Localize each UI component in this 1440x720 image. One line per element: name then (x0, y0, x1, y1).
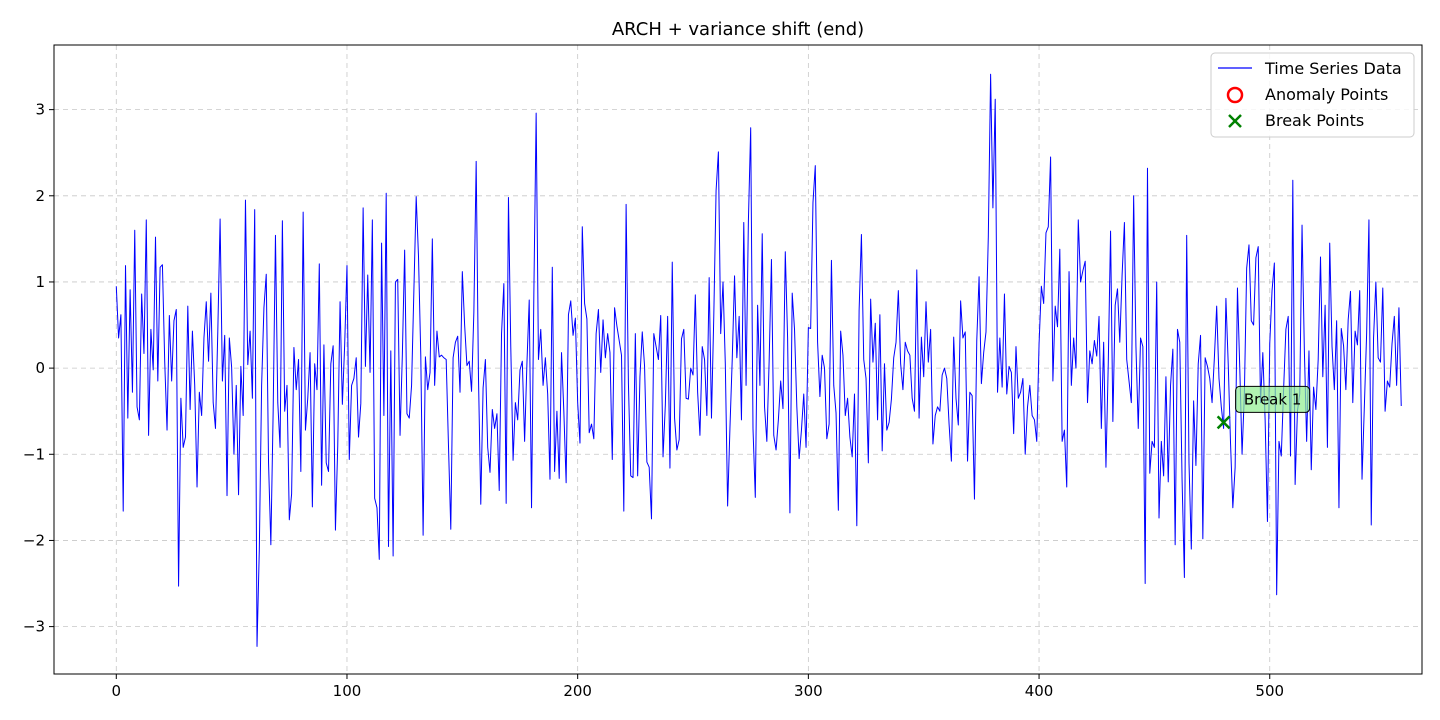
plot-frame (53, 44, 1423, 675)
y-tick-label: 1 (35, 273, 45, 291)
x-tick-label: 300 (794, 682, 823, 700)
legend-item: Time Series Data (1218, 59, 1402, 78)
x-tick-label: 100 (333, 682, 362, 700)
legend-label: Time Series Data (1264, 59, 1402, 78)
series-layer (115, 73, 1402, 647)
legend-item: Break Points (1228, 111, 1364, 130)
break-point-label: Break 1 (1244, 390, 1302, 408)
x-tick-label: 0 (112, 682, 122, 700)
x-tick-label: 500 (1255, 682, 1284, 700)
chart-title: ARCH + variance shift (end) (612, 19, 864, 40)
y-tick-label: 2 (35, 187, 45, 205)
axes-ticks: 0 100 200 300 400 500 −3 −2 −1 0 1 2 3 (23, 101, 1284, 700)
break-point-annotation: Break 1 (1235, 385, 1311, 413)
x-tick-label: 400 (1025, 682, 1054, 700)
legend-label: Anomaly Points (1265, 85, 1388, 104)
y-tick-label: −3 (23, 618, 45, 636)
break-points-layer: Break 1 (1216, 385, 1311, 430)
legend-box (1210, 52, 1415, 138)
series-line-time-series-data (115, 73, 1402, 647)
legend-item: Anomaly Points (1226, 85, 1388, 104)
grid (54, 45, 1422, 674)
legend-x-swatch (1228, 114, 1242, 128)
legend-label: Break Points (1265, 111, 1364, 130)
y-tick-label: 3 (35, 101, 45, 119)
legend-circle-swatch (1226, 86, 1244, 104)
break-point-marker (1216, 415, 1231, 430)
y-tick-label: 0 (35, 359, 45, 377)
y-tick-label: −1 (23, 445, 45, 463)
y-tick-label: −2 (23, 531, 45, 549)
x-tick-label: 200 (563, 682, 592, 700)
legend: Time Series Data Anomaly Points Break Poin… (1210, 52, 1415, 138)
